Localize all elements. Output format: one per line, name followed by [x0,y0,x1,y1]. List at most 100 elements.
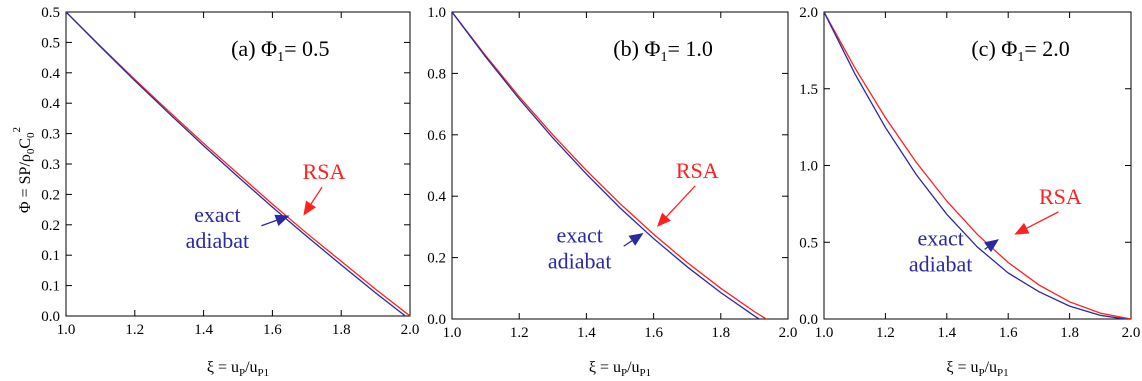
x-axis-label-sub1: P [621,367,627,379]
exact-arrow-head [628,233,644,246]
rsa-arrow-head [656,212,671,227]
x-tick-label: 1.2 [876,325,895,341]
y-tick-label: 0.5 [41,35,60,51]
panel-a: 1.0 1.2 1.4 1.6 1.8 2.0 0.0 0.1 0.1 0.2 0.2 0.3 0.3 0… [41,5,419,338]
series-line-rsa [66,12,410,316]
series-line-rsa [452,12,768,319]
panel-label-suffix: = 2.0 [1024,36,1069,61]
annotation-adiabat: adiabat [548,248,612,273]
series-line-exact [824,12,1130,319]
annotation-rsa: RSA [303,159,346,184]
panel-label-sub: 1 [1017,50,1024,65]
y-tick-label: 0.6 [427,128,446,144]
y-tick-label: 0.0 [427,312,446,328]
annotation-exact: exact [194,202,240,227]
x-tick-label: 2.0 [401,322,420,338]
x-tick-label: 1.0 [815,325,834,341]
series-line-exact [452,12,761,319]
y-tick-label: 0.2 [427,251,446,267]
x-axis-label-sub2: P1 [640,367,652,379]
annotation-rsa: RSA [1039,184,1082,209]
x-tick-label: 1.8 [1060,325,1079,341]
y-tick-label: 1.5 [799,82,818,98]
x-tick-label: 1.8 [332,322,351,338]
y-tick-label: 0.0 [41,309,60,325]
x-tick-label: 1.0 [443,325,462,341]
x-tick-label: 1.6 [263,322,282,338]
x-tick-label: 1.2 [510,325,529,341]
y-tick-label: 0.1 [41,248,60,264]
exact-arrow-shaft [984,246,988,250]
rsa-arrow-shaft [1026,211,1059,229]
x-tick-label: 1.2 [125,322,144,338]
x-tick-label: 1.8 [711,325,730,341]
x-tick-label: 1.4 [194,322,213,338]
y-axis-label: Φ = SP/ρ0C02 [11,127,37,213]
x-axis-label-mid: /u [627,359,639,376]
annotation-exact: exact [556,222,602,247]
y-tick-label: 0.5 [799,235,818,251]
panel-label-suffix: = 1.0 [668,36,713,61]
y-tick-label: 0.5 [41,5,60,21]
x-axis-label: ξ = uP/uP1 [207,359,269,379]
exact-arrow-head [274,214,290,227]
panel-label: (a) Φ1= 0.5 [231,36,329,65]
panel-label: (c) Φ1= 2.0 [971,36,1069,65]
x-axis-label-base: ξ = u [589,359,621,376]
x-tick-label: 1.6 [644,325,663,341]
y-tick-label: 0.1 [41,279,60,295]
panel-label: (b) Φ1= 1.0 [613,36,713,65]
exact-arrow-shaft [623,240,633,247]
x-axis-label-sub2: P1 [997,367,1009,379]
rsa-arrow-shaft [666,185,696,218]
x-axis-label-sub1: P [978,367,984,379]
annotation-adiabat: adiabat [186,228,250,253]
y-tick-label: 0.4 [427,189,446,205]
x-axis-label: ξ = uP/uP1 [946,359,1008,379]
y-tick-label: 0.3 [41,157,60,173]
exact-arrow-head [984,239,999,253]
x-tick-label: 2.0 [1122,325,1141,341]
x-axis-label-sub2: P1 [258,367,270,379]
panel-label-suffix: = 0.5 [284,36,329,61]
panel-label-sub: 1 [277,50,284,65]
y-tick-label: 0.0 [799,312,818,328]
x-axis-label-mid: /u [245,359,257,376]
x-tick-label: 1.4 [577,325,596,341]
y-tick-label: 0.8 [427,66,446,82]
annotation-exact: exact [917,225,963,250]
rsa-arrow-head [1014,222,1030,235]
exact-arrow-shaft [261,219,277,227]
x-tick-label: 1.0 [57,322,76,338]
series-line-exact [66,12,407,316]
x-axis-label: ξ = uP/uP1 [589,359,651,379]
panel-label-prefix: (a) Φ [231,36,277,61]
x-tick-label: 1.4 [937,325,956,341]
panel-label-prefix: (c) Φ [971,36,1017,61]
x-axis-label-base: ξ = u [207,359,239,376]
y-tick-label: 1.0 [427,5,446,21]
y-tick-label: 2.0 [799,5,818,21]
annotation-rsa: RSA [676,158,719,183]
plot-frame [451,11,789,320]
y-tick-label: 0.2 [41,187,60,203]
rsa-arrow-head [303,200,317,216]
rsa-arrow-shaft [310,186,323,205]
x-axis-label-mid: /u [985,359,997,376]
y-tick-label: 0.4 [41,96,60,112]
x-tick-label: 1.6 [999,325,1018,341]
x-axis-label-base: ξ = u [946,359,978,376]
x-tick-label: 2.0 [779,325,798,341]
y-tick-label: 1.0 [799,159,818,175]
y-tick-label: 0.4 [41,66,60,82]
panel-b: 1.0 1.2 1.4 1.6 1.8 2.0 0.0 0.2 0.4 0.6 0.8 1.0 (b) … [427,5,797,341]
panel-c: 1.0 1.2 1.4 1.6 1.8 2.0 0.0 0.5 1.0 1.5 2.0 (c) Φ1=… [799,5,1140,341]
series-line-rsa [824,12,1131,319]
panel-label-sub: 1 [661,50,668,65]
x-axis-label-sub1: P [239,367,245,379]
y-tick-label: 0.3 [41,127,60,143]
y-tick-label: 0.2 [41,218,60,234]
panel-label-prefix: (b) Φ [613,36,660,61]
annotation-adiabat: adiabat [909,251,973,276]
